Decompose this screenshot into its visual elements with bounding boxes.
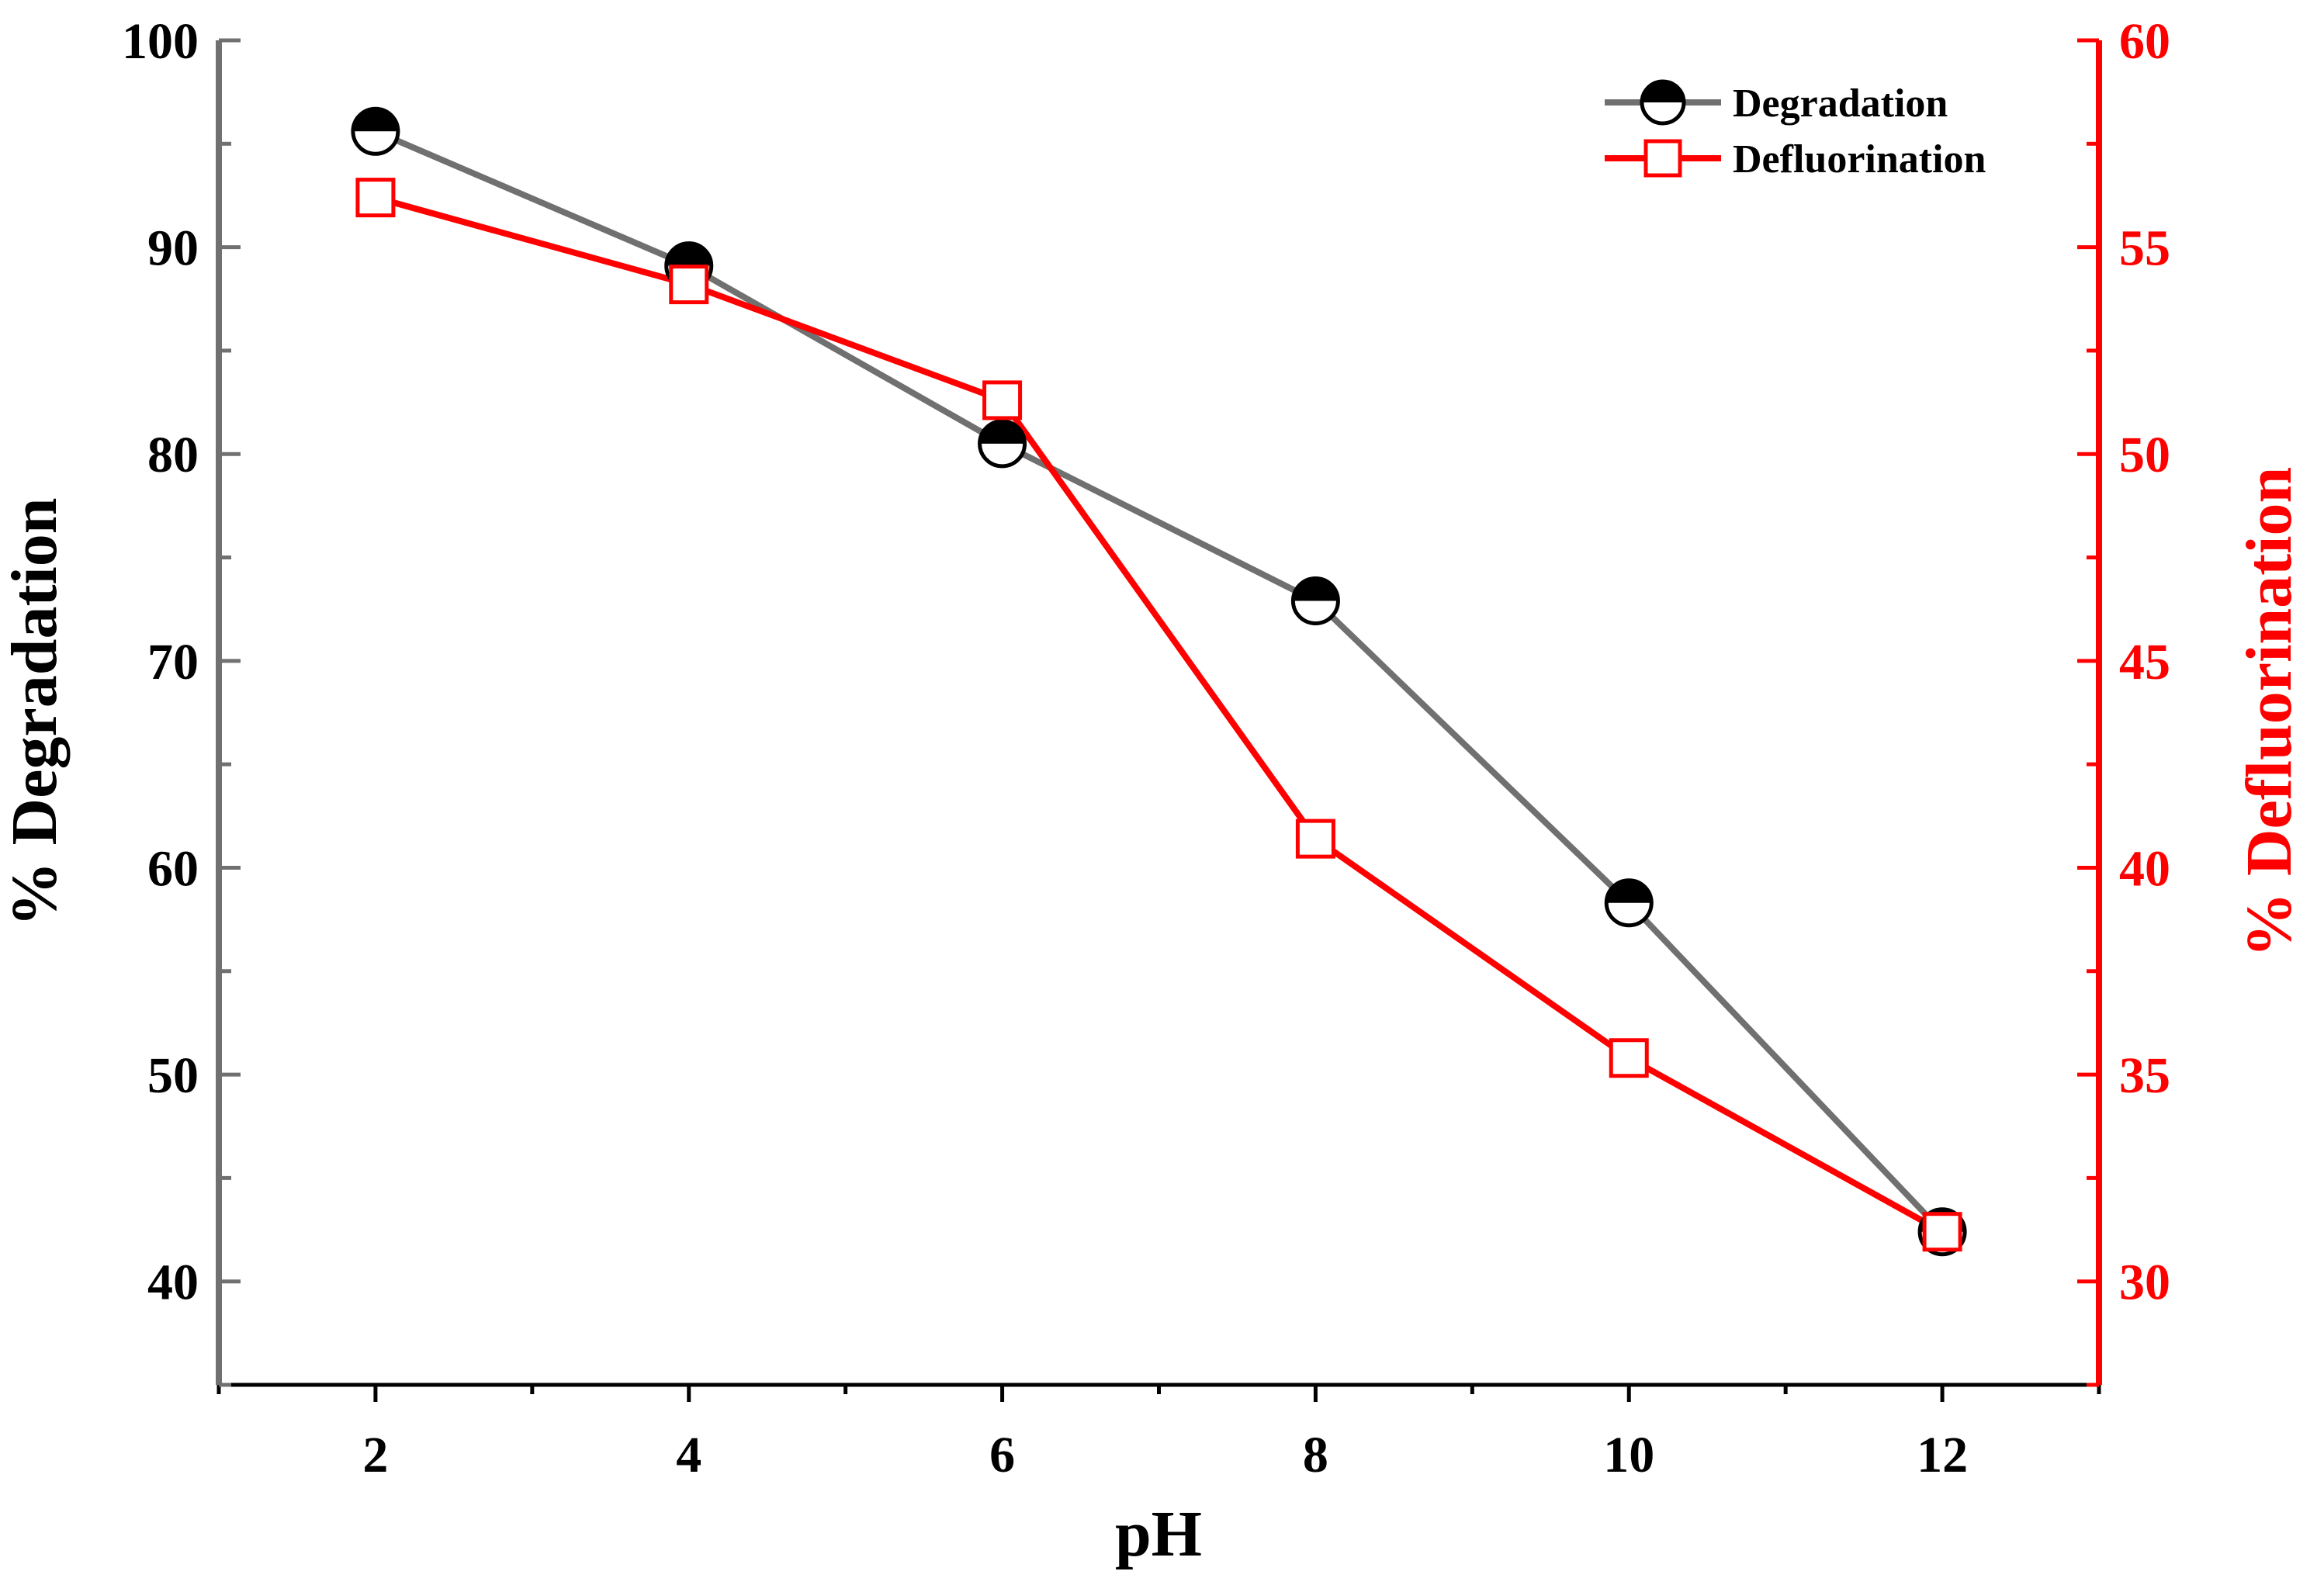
y-left-tick-label: 90 (147, 220, 199, 277)
y-right-tick-label: 35 (2119, 1047, 2170, 1104)
y-right-tick-label: 50 (2119, 427, 2170, 483)
degradation-point (1290, 576, 1340, 626)
legend-label-degradation: Degradation (1733, 81, 1948, 126)
y-right-tick-label: 40 (2119, 840, 2170, 897)
x-tick-label: 2 (362, 1427, 388, 1483)
degradation-point-fill (979, 420, 1025, 444)
degradation-point (351, 106, 400, 156)
defluorination-point (669, 265, 709, 305)
y-right-tick-label: 45 (2119, 634, 2170, 690)
x-tick-label: 8 (1303, 1427, 1328, 1483)
y-left-tick-label: 80 (147, 427, 199, 483)
ticks (216, 38, 2101, 1402)
defluorination-point (1609, 1038, 1649, 1078)
y-right-tick-label: 30 (2119, 1255, 2170, 1311)
degradation-point-fill (1606, 880, 1652, 903)
y-right-tick-label: 55 (2119, 220, 2170, 277)
x-tick-label: 4 (676, 1427, 701, 1483)
defluorination-point (355, 178, 396, 218)
legend-degradation-symbol-fill (1642, 81, 1684, 102)
right-y-axis-title: % Defluorination (2233, 467, 2305, 957)
degradation-markers (351, 106, 1967, 1257)
degradation-point-fill (666, 243, 712, 266)
degradation-series-line (374, 128, 1945, 1234)
y-left-tick-label: 50 (147, 1047, 199, 1104)
legend-marker-defluorination (1643, 139, 1682, 178)
degradation-point (978, 419, 1027, 469)
defluorination-point (982, 380, 1023, 420)
x-axis-title: pH (1115, 1498, 1202, 1570)
defluorination-point (1295, 818, 1335, 859)
defluorination-point (1922, 1212, 1962, 1252)
x-tick-label: 10 (1603, 1427, 1654, 1483)
axes (216, 40, 2102, 1387)
y-right-tick-label: 60 (2119, 13, 2170, 70)
y-left-tick-label: 70 (147, 634, 199, 690)
degradation-point-fill (352, 109, 398, 132)
defluorination-markers (355, 178, 1962, 1252)
legend-degradation-symbol (1640, 79, 1686, 126)
tick-labels: 2 4 6 8 10 12 40 50 60 70 80 90 100 30 35 40 45 50 55 60 (122, 13, 2170, 1483)
legend: Degradation Defluorination (1605, 79, 1986, 182)
x-tick-label: 6 (989, 1427, 1015, 1483)
y-left-tick-label: 40 (147, 1255, 199, 1311)
legend-defluorination-symbol (1643, 139, 1682, 178)
x-tick-label: 12 (1917, 1427, 1968, 1483)
series-group (351, 106, 1967, 1257)
y-left-tick-label: 100 (122, 13, 199, 70)
legend-label-defluorination: Defluorination (1733, 137, 1986, 182)
degradation-point-fill (1293, 578, 1339, 601)
degradation-point (1604, 878, 1654, 928)
y-left-tick-label: 60 (147, 840, 199, 897)
left-y-axis-title: % Degradation (0, 498, 71, 927)
legend-marker-degradation (1640, 79, 1686, 126)
defluorination-series-line (374, 194, 1945, 1235)
